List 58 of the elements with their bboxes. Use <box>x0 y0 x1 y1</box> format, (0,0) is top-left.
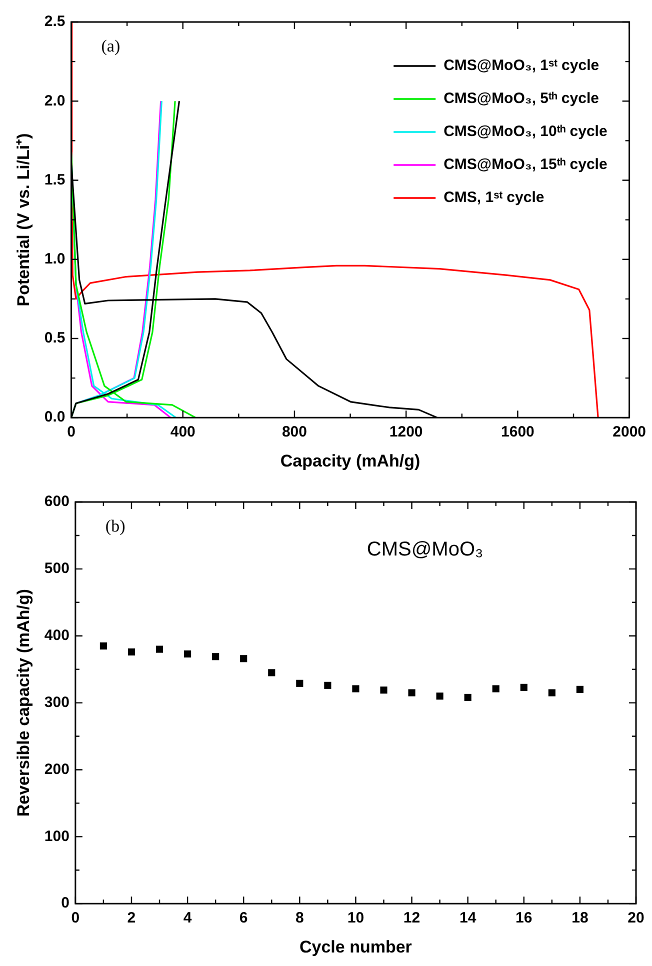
y-tick-label: 600 <box>44 493 70 510</box>
annotation: (b) <box>105 516 126 536</box>
y-tick-label: 2.0 <box>44 92 66 110</box>
point <box>240 655 248 662</box>
x-tick-label: 14 <box>459 910 477 927</box>
legend-label: CMS@MoO₃, 1ˢᵗ cycle <box>444 57 600 74</box>
x-tick-label: 4 <box>183 910 192 927</box>
y-tick-label: 400 <box>44 627 70 644</box>
point <box>212 653 220 660</box>
x-tick-label: 800 <box>282 424 307 441</box>
y-tick-label: 1.5 <box>44 171 66 188</box>
x-tick-label: 1200 <box>389 424 423 441</box>
point <box>100 642 107 650</box>
y-tick-label: 300 <box>44 694 70 711</box>
y-tick-label: 100 <box>44 828 70 845</box>
x-tick-label: 8 <box>295 910 304 927</box>
point <box>520 684 528 691</box>
x-tick-label: 2000 <box>612 424 646 441</box>
point <box>576 686 584 693</box>
x-tick-label: 1600 <box>501 424 534 441</box>
point <box>436 692 444 700</box>
x-tick-label: 20 <box>628 910 644 927</box>
point <box>408 689 416 696</box>
point <box>128 648 136 656</box>
point <box>184 650 192 658</box>
y-tick-label: 0 <box>61 894 70 912</box>
legend-label: CMS, 1ˢᵗ cycle <box>444 189 544 206</box>
x-tick-label: 10 <box>347 910 364 927</box>
x-axis-title: Capacity (mAh/g) <box>280 451 420 470</box>
y-axis-title: Reversible capacity (mAh/g) <box>14 588 33 817</box>
point <box>492 685 500 692</box>
x-tick-label: 2 <box>127 910 136 927</box>
point <box>464 694 472 701</box>
y-tick-label: 2.5 <box>44 13 66 30</box>
legend-label: CMS@MoO₃, 15ᵗʰ cycle <box>444 156 608 174</box>
y-tick-label: 1.0 <box>44 250 66 268</box>
legend-label: CMS@MoO₃, 5ᵗʰ cycle <box>444 90 599 108</box>
y-tick-label: 0.0 <box>44 408 66 426</box>
point <box>352 685 360 692</box>
x-tick-label: 12 <box>403 910 420 927</box>
y-tick-label: 200 <box>44 760 70 778</box>
point <box>296 680 304 687</box>
x-tick-label: 6 <box>239 910 248 927</box>
x-axis-title: Cycle number <box>299 937 412 956</box>
point <box>268 669 276 676</box>
point <box>324 682 332 689</box>
y-tick-label: 0.5 <box>44 330 66 347</box>
point <box>156 646 164 653</box>
x-tick-label: 400 <box>170 424 196 441</box>
annotation: (a) <box>101 36 120 56</box>
x-tick-label: 18 <box>572 910 588 927</box>
y-axis-title: Potential (V vs. Li/Li⁺) <box>14 133 33 306</box>
legend-label: CMS@MoO₃, 10ᵗʰ cycle <box>444 123 608 140</box>
annotation: CMS@MoO₃ <box>366 538 484 561</box>
x-tick-label: 16 <box>516 910 532 927</box>
y-tick-label: 500 <box>44 560 70 578</box>
point <box>548 689 556 696</box>
point <box>380 686 388 694</box>
